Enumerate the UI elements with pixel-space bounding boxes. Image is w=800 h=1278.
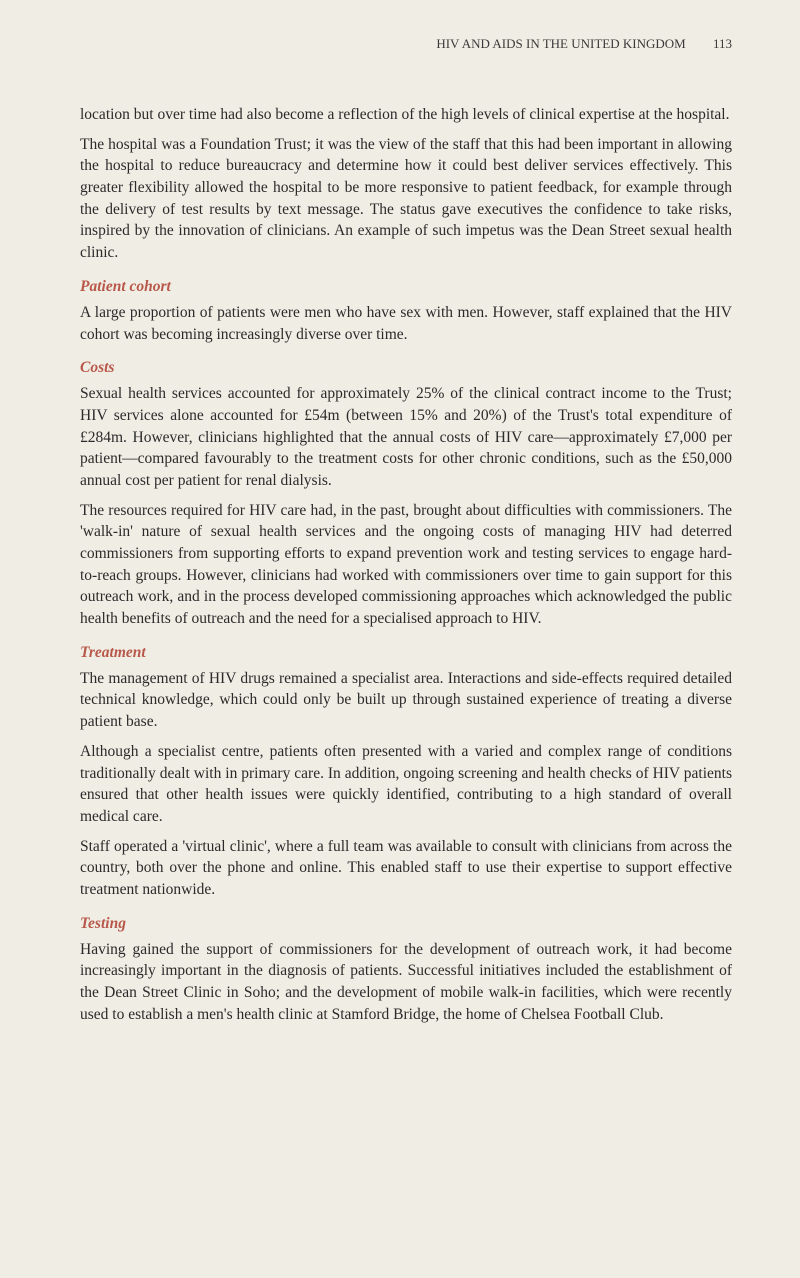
- heading-costs: Costs: [80, 359, 732, 377]
- treatment-paragraph-2: Although a specialist centre, patients o…: [80, 741, 732, 828]
- testing-paragraph: Having gained the support of commissione…: [80, 939, 732, 1026]
- heading-patient-cohort: Patient cohort: [80, 278, 732, 296]
- intro-paragraph-2: The hospital was a Foundation Trust; it …: [80, 134, 732, 264]
- intro-paragraph-1: location but over time had also become a…: [80, 104, 732, 126]
- costs-paragraph-1: Sexual health services accounted for app…: [80, 383, 732, 491]
- header-title: HIV AND AIDS IN THE UNITED KINGDOM: [436, 36, 685, 51]
- treatment-paragraph-3: Staff operated a 'virtual clinic', where…: [80, 836, 732, 901]
- patient-cohort-paragraph: A large proportion of patients were men …: [80, 302, 732, 345]
- page-header: HIV AND AIDS IN THE UNITED KINGDOM 113: [80, 36, 732, 52]
- heading-treatment: Treatment: [80, 644, 732, 662]
- heading-testing: Testing: [80, 915, 732, 933]
- treatment-paragraph-1: The management of HIV drugs remained a s…: [80, 668, 732, 733]
- header-page-number: 113: [713, 36, 732, 51]
- costs-paragraph-2: The resources required for HIV care had,…: [80, 500, 732, 630]
